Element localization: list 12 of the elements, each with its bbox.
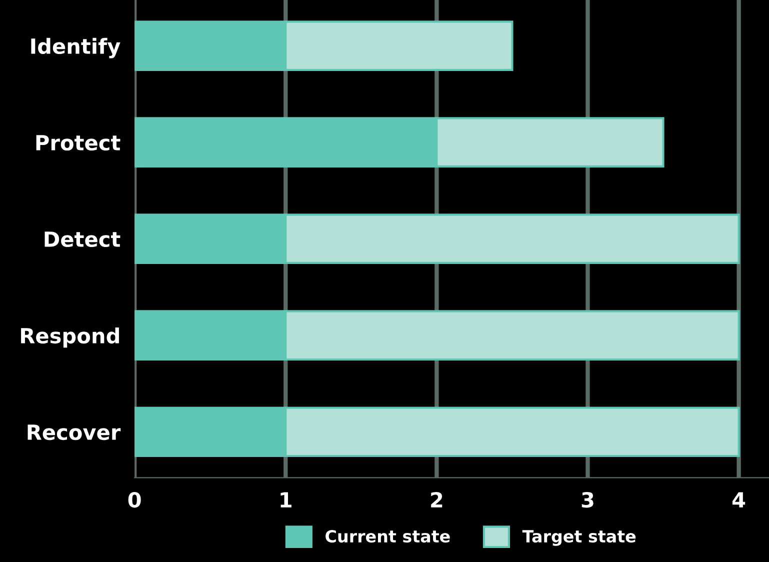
y-tick-label: Protect [36, 135, 120, 151]
x-tick-label: 4 [732, 492, 746, 508]
x-tick-label: 1 [280, 492, 292, 508]
legend-label: Current state [326, 530, 450, 543]
x-tick-label: 3 [582, 492, 594, 508]
x-tick-label: 2 [431, 492, 442, 508]
x-tick-label: 0 [128, 492, 141, 508]
y-tick-label: Respond [21, 327, 119, 348]
y-tick-label: Detect [44, 232, 120, 248]
y-tick-label: Recover [28, 424, 121, 440]
y-tick-label: Identify [31, 38, 120, 58]
legend-label: Target state [522, 530, 636, 546]
